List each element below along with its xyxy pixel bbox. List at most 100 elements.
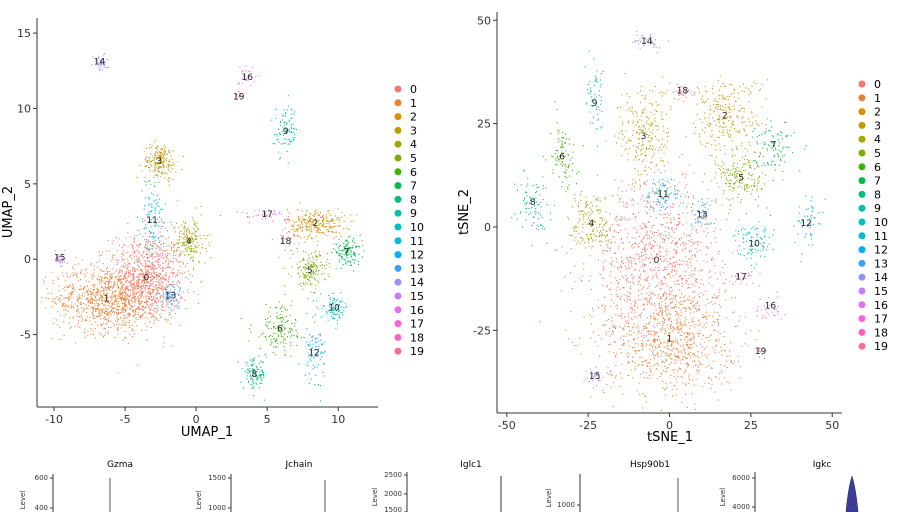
data-point [696,281,698,283]
data-point [161,278,163,280]
data-point [711,383,713,385]
data-point [712,321,714,323]
data-point [281,131,283,133]
data-point [328,225,330,227]
data-point [124,294,126,296]
data-point [338,309,340,311]
data-point [101,299,103,301]
data-point [294,137,296,139]
data-point [670,219,672,221]
data-point [76,300,78,302]
data-point [335,300,337,302]
data-point [171,295,173,297]
data-point [119,289,121,291]
data-point [309,334,311,336]
data-point [89,320,91,322]
data-point [99,276,101,278]
data-point [88,288,90,290]
data-point [258,75,260,77]
data-point [178,256,180,258]
data-point [108,283,110,285]
data-point [693,335,695,337]
data-point [148,241,150,243]
data-point [687,261,689,263]
data-point [182,155,184,157]
data-point [314,321,316,323]
data-point [290,238,292,240]
data-point [692,355,694,357]
data-point [684,339,686,341]
data-point [653,312,655,314]
data-point [293,233,295,235]
data-point [602,261,604,263]
data-point [177,293,179,295]
data-point [157,167,159,169]
data-point [112,258,114,260]
data-point [59,255,61,257]
data-point [93,272,95,274]
data-point [111,260,113,262]
data-point [150,269,152,271]
data-point [327,221,329,223]
data-point [705,290,707,292]
data-point [197,228,199,230]
data-point [194,231,196,233]
data-point [150,255,152,257]
data-point [120,282,122,284]
data-point [172,272,174,274]
data-point [157,286,159,288]
data-point [130,244,132,246]
data-point [600,244,602,246]
data-point [315,354,317,356]
data-point [101,285,103,287]
data-point [143,208,145,210]
data-point [638,330,640,332]
data-point [147,272,149,274]
data-point [150,280,152,282]
data-point [119,295,121,297]
data-point [676,388,678,390]
data-point [132,311,134,313]
data-point [656,313,658,315]
data-point [63,306,65,308]
data-point [318,223,320,225]
data-point [115,298,117,300]
data-point [673,326,675,328]
data-point [167,252,169,254]
data-point [166,259,168,261]
data-point [128,300,130,302]
data-point [127,268,129,270]
data-point [160,227,162,229]
data-point [606,286,608,288]
data-point [620,266,622,268]
data-point [275,346,277,348]
data-point [617,283,619,285]
data-point [689,250,691,252]
data-point [105,307,107,309]
data-point [108,282,110,284]
data-point [155,260,157,262]
data-point [151,303,153,305]
data-point [283,219,285,221]
data-point [147,249,149,251]
data-point [325,261,327,263]
data-point [138,261,140,263]
data-point [276,326,278,328]
data-point [706,321,708,323]
data-point [181,224,183,226]
data-point [70,285,72,287]
data-point [133,282,135,284]
data-point [157,264,159,266]
data-point [130,270,132,272]
data-point [701,346,703,348]
data-point [679,244,681,246]
data-point [738,320,740,322]
data-point [156,279,158,281]
data-point [118,300,120,302]
data-point [111,296,113,298]
data-point [153,221,155,223]
data-point [263,374,265,376]
data-point [674,328,676,330]
data-point [627,291,629,293]
